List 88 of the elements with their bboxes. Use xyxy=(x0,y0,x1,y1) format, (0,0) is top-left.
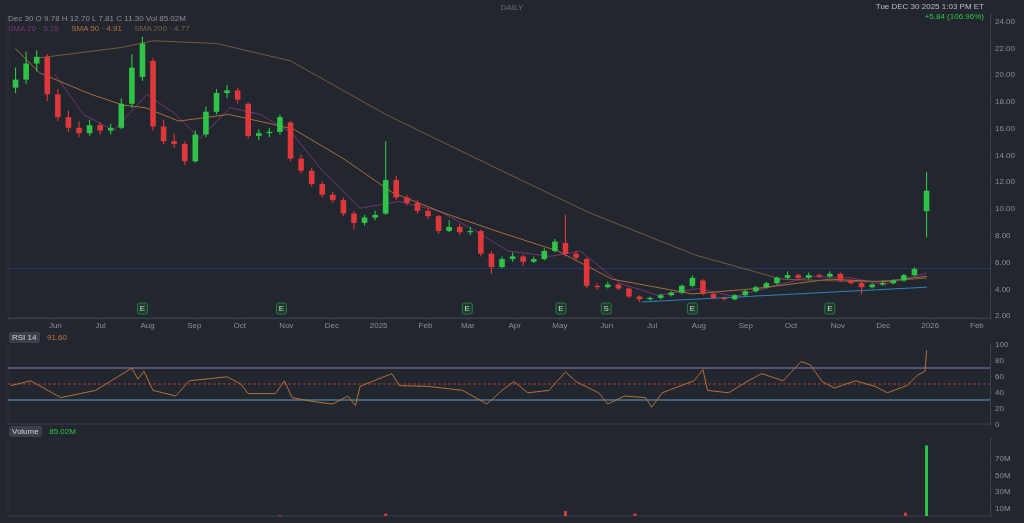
candlestick xyxy=(573,250,579,261)
y-tick-label: 14.00 xyxy=(995,150,1016,160)
y-tick-label: 16.00 xyxy=(995,123,1016,133)
x-tick-label: 2025 xyxy=(369,320,389,330)
x-tick-label: Nov xyxy=(830,320,846,330)
y-tick-label: 60 xyxy=(995,372,1005,382)
y-tick-label: 10.00 xyxy=(995,204,1016,214)
chart-subtitle: 91.60 xyxy=(47,333,68,342)
y-tick-label: 2.00 xyxy=(995,311,1012,321)
y-tick-label: 8.00 xyxy=(995,231,1012,241)
candlestick xyxy=(372,210,378,221)
x-tick-label: 2026 xyxy=(921,320,940,330)
letter-badge-icon: S xyxy=(600,302,612,315)
candlestick xyxy=(76,120,82,138)
x-tick-label: Jun xyxy=(600,320,614,330)
candlestick xyxy=(65,109,72,133)
x-tick-label: Feb xyxy=(418,320,433,330)
x-tick-label: Sep xyxy=(187,320,202,330)
candlestick xyxy=(203,105,209,138)
x-tick-label: Aug xyxy=(140,320,155,330)
x-tick-label: Jul xyxy=(646,320,658,330)
y-tick-label: 10M xyxy=(995,503,1011,513)
candlestick xyxy=(224,84,230,99)
x-tick-label: Nov xyxy=(279,320,294,330)
x-tick-label: Aug xyxy=(691,320,707,330)
candlestick xyxy=(795,273,801,282)
candlestick xyxy=(23,50,29,85)
candlestick xyxy=(55,88,61,122)
candlestick xyxy=(277,113,283,136)
x-tick-label: Mar xyxy=(460,320,475,330)
text: SMA 20 · 5.15 xyxy=(8,24,60,33)
y-tick-label: 30M xyxy=(995,487,1011,497)
x-tick-label: Dec xyxy=(324,320,339,330)
annotation: +5.84 (106.96%) xyxy=(924,12,985,21)
y-tick-label: 50M xyxy=(995,470,1011,480)
chart-subtitle: 85.02M xyxy=(49,427,77,436)
line-series xyxy=(10,350,927,408)
x-tick-label: Jul xyxy=(95,320,106,330)
letter-badge-icon: E xyxy=(687,302,698,315)
y-tick-label: 40 xyxy=(995,388,1005,398)
letter-badge-icon: E xyxy=(824,302,836,315)
candlestick xyxy=(425,207,431,220)
y-tick-label: 18.00 xyxy=(995,97,1016,107)
candlestick xyxy=(393,175,400,201)
candlestick xyxy=(160,119,167,145)
bar xyxy=(925,445,929,516)
y-tick-label: 4.00 xyxy=(995,284,1012,294)
candlestick xyxy=(340,196,347,217)
bar xyxy=(903,512,907,516)
y-tick-label: 20 xyxy=(995,404,1005,414)
candlestick xyxy=(181,140,188,166)
series-label: SMA 200 · 4.77 xyxy=(134,24,191,33)
candlestick xyxy=(298,154,304,174)
candlestick xyxy=(213,88,220,115)
y-tick-label: 100 xyxy=(995,340,1009,350)
y-tick-label: 22.00 xyxy=(995,43,1016,53)
text: Tue DEC 30 2025 1:03 PM ET xyxy=(875,2,985,11)
y-tick-label: 6.00 xyxy=(995,257,1012,267)
chart-title: Volume xyxy=(12,427,40,436)
text: SMA 50 · 4.91 xyxy=(71,24,123,33)
letter-badge-icon: E xyxy=(461,302,473,315)
candlestick xyxy=(562,214,569,257)
candlestick xyxy=(33,49,40,73)
letter-badge-icon: E xyxy=(137,302,148,315)
candlestick xyxy=(435,214,442,235)
chart-title: RSI 14 xyxy=(12,333,38,342)
x-tick-label: Dec xyxy=(876,320,891,330)
x-tick-label: Jun xyxy=(48,320,62,330)
chart-title: DAILY xyxy=(500,3,524,12)
bar xyxy=(563,511,567,516)
y-tick-label: 24.00 xyxy=(995,16,1016,26)
y-tick-label: 70M xyxy=(995,453,1011,463)
candlestick xyxy=(446,219,452,233)
y-tick-label: 0 xyxy=(995,420,1000,430)
letter-badge-icon: E xyxy=(555,302,567,315)
candlestick xyxy=(478,229,484,257)
x-tick-label: Oct xyxy=(784,320,799,330)
chart-subtitle: Dec 30 O 9.78 H 12.70 L 7.81 C 11.30 Vol 85.02M xyxy=(8,14,187,23)
x-tick-label: Oct xyxy=(233,320,247,330)
x-tick-label: Feb xyxy=(970,320,985,330)
y-tick-label: 20.00 xyxy=(995,70,1016,80)
letter-badge-icon: E xyxy=(276,302,287,315)
x-tick-label: Sep xyxy=(738,320,754,330)
candlestick xyxy=(351,210,357,231)
y-tick-label: 80 xyxy=(995,356,1005,366)
x-tick-label: Apr xyxy=(508,320,522,330)
x-tick-label: May xyxy=(552,320,568,330)
y-tick-label: 12.00 xyxy=(995,177,1016,187)
